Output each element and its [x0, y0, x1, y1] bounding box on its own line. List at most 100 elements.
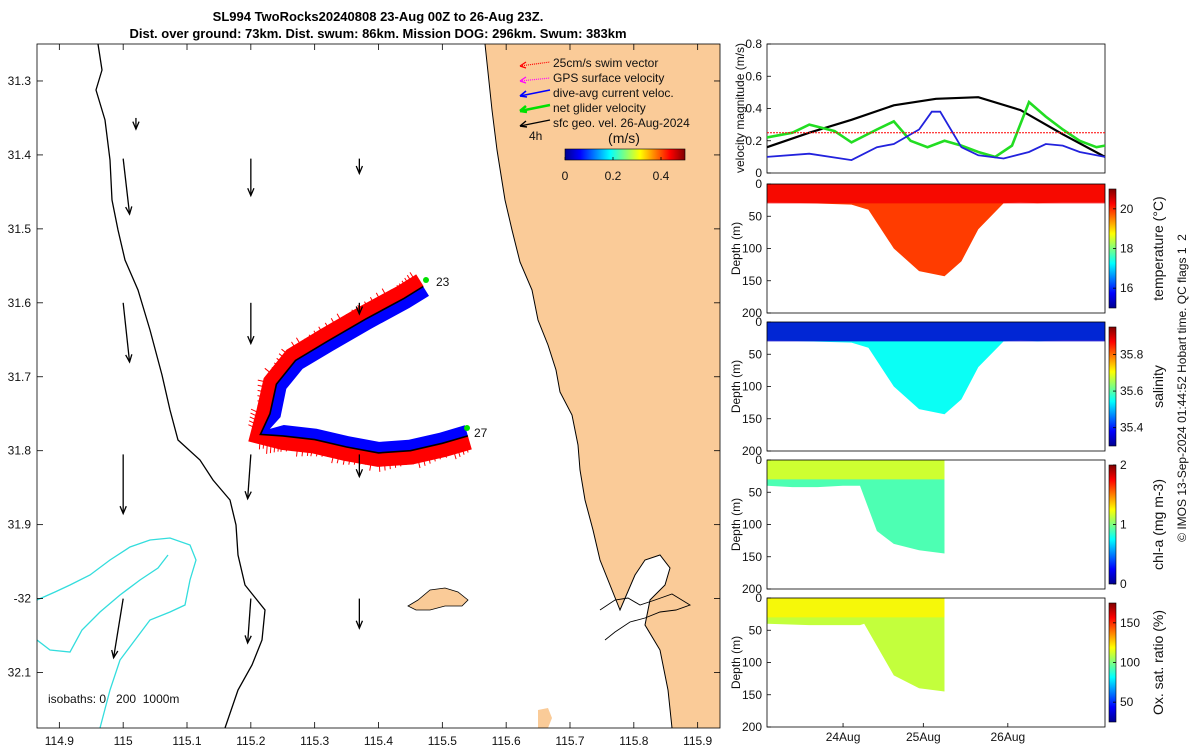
legend-label-geo: sfc geo. vel. 26-Aug-2024 — [553, 116, 690, 130]
section-upper-layer — [767, 184, 1105, 204]
velocity-y-tick-label: 0.2 — [745, 134, 762, 148]
section-y-tick-label: 200 — [742, 444, 762, 458]
geo-vector-head — [132, 121, 140, 131]
land-mainland — [485, 44, 720, 728]
section-y-tick-label: 200 — [742, 582, 762, 596]
section-y-tick-label: 200 — [742, 306, 762, 320]
geo-vector — [122, 158, 131, 215]
legend-swatch-net — [519, 103, 551, 113]
section-panel: 0 50 100 150 200 Depth (m) 35.4 35.6 35.8 salinit… — [729, 315, 1166, 458]
geo-vector-head — [244, 635, 252, 645]
track-end-marker — [464, 425, 470, 431]
section-upper-layer — [767, 460, 945, 480]
imos-credit: © IMOS 13-Sep-2024 01:44:52 Hobart time.… — [1175, 234, 1189, 542]
island-outline — [407, 587, 469, 611]
map-x-tick-label: 115 — [114, 734, 133, 748]
section-fill — [767, 184, 1105, 277]
isobath-200m — [95, 44, 266, 728]
glider-track — [259, 285, 469, 454]
section-x-tick-label: 26Aug — [990, 730, 1025, 744]
speed-scale-title: (m/s) — [608, 130, 640, 146]
legend-arrowhead-current — [519, 90, 528, 98]
legend-label-gps: GPS surface velocity — [553, 71, 664, 85]
velocity-series — [767, 96, 1105, 162]
section-y-tick-label: 100 — [742, 242, 762, 256]
map-x-tick-label: 115.6 — [492, 734, 521, 748]
map-y-tick-label: 31.7 — [8, 370, 32, 384]
section-colorbar-label: temperature (°C) — [1150, 196, 1166, 300]
colorbar-tick-label: 1 — [1120, 518, 1127, 532]
section-y-tick-label: 150 — [742, 412, 762, 426]
geo-vector-head — [119, 505, 127, 516]
map-subtitle: Dist. over ground: 73km. Dist. swum: 86k… — [129, 26, 626, 41]
velocity-y-axis: 0 0.2 0.4 0.6 0.8 — [745, 37, 771, 180]
geo-vector-head — [244, 490, 252, 501]
map-title: SL994 TwoRocks20240808 23-Aug 00Z to 26-… — [213, 9, 544, 24]
estuary-outline — [599, 593, 692, 641]
colorbar-tick-label: 2 — [1120, 458, 1127, 472]
section-ylabel: Depth (m) — [729, 222, 743, 275]
velocity-panel: 0 0.2 0.4 0.6 0.8 velocity magnitude (m/s) — [733, 37, 1106, 180]
section-y-tick-label: 0 — [755, 177, 762, 191]
section-y-tick-label: 150 — [742, 688, 762, 702]
section-fill — [767, 322, 1105, 415]
map-y-tick-label: 31.5 — [8, 222, 32, 236]
map-panel: 23 27 isobaths: 0 200 1000m 114.9 115 115.… — [8, 43, 721, 748]
geo-vector-field — [111, 117, 364, 660]
colorbar-tick-label: 150 — [1120, 616, 1140, 630]
geo-vector-head — [247, 335, 255, 346]
velocity-y-tick-label: 0.8 — [745, 37, 762, 51]
section-x-tick-label: 24Aug — [826, 730, 861, 744]
speed-tick-label: 0.2 — [605, 169, 622, 183]
speed-colorbar-ticks: 0 0.2 0.4 — [562, 157, 670, 183]
colorbar-tick-label: 50 — [1120, 695, 1134, 709]
legend-arrowhead-geo — [519, 120, 528, 128]
legend-arrowhead-swim — [519, 61, 527, 69]
geo-vector-head — [355, 306, 364, 316]
geo-vector — [246, 598, 252, 644]
track-label-27: 27 — [474, 426, 488, 440]
velocity-y-tick-label: 0 — [755, 166, 762, 180]
legend-swatch-current — [519, 89, 551, 97]
map-x-tick-label: 115.7 — [555, 734, 584, 748]
section-colorbar-label: salinity — [1150, 365, 1166, 408]
land-island-small — [538, 708, 552, 728]
section-y-tick-label: 0 — [755, 315, 762, 329]
geo-vector-head — [355, 165, 364, 176]
section-y-tick-label: 0 — [755, 453, 762, 467]
legend-arrowhead-gps — [519, 76, 527, 84]
geo-vector-head — [125, 354, 133, 364]
map-y-tick-label: 31.4 — [8, 148, 32, 162]
section-upper-layer — [767, 598, 945, 618]
map-x-tick-label: 115.1 — [172, 734, 201, 748]
colorbar-tick-label: 35.6 — [1120, 384, 1144, 398]
section-y-tick-label: 50 — [749, 485, 763, 499]
section-y-tick-label: 150 — [742, 550, 762, 564]
map-x-tick-label: 115.4 — [364, 734, 393, 748]
legend-label-current: dive-avg current veloc. — [553, 86, 674, 100]
section-panel: 0 50 100 150 200 Depth (m) 50 100 150 Ox. sat. ra… — [729, 591, 1166, 744]
track-label-23: 23 — [436, 275, 450, 289]
section-y-tick-label: 100 — [742, 656, 762, 670]
velocity-y-tick-label: 0.4 — [745, 102, 762, 116]
map-y-tick-label: 31.6 — [8, 296, 32, 310]
colorbar-tick-label: 16 — [1120, 281, 1134, 295]
map-y-tick-label: 31.8 — [8, 444, 32, 458]
colorbar-tick-label: 0 — [1120, 577, 1127, 591]
section-panel: 0 50 100 150 200 Depth (m) 0 1 2 chl-a (mg m-3) — [729, 453, 1166, 596]
legend-swatch-geo — [519, 119, 551, 127]
map-x-tick-label: 115.3 — [300, 734, 329, 748]
speed-colorbar — [564, 148, 686, 161]
section-y-tick-label: 50 — [749, 209, 763, 223]
isobaths-label: isobaths: 0 200 1000m — [48, 692, 179, 706]
section-x-tick-label: 25Aug — [906, 730, 941, 744]
section-y-tick-label: 0 — [755, 591, 762, 605]
section-fill — [767, 598, 945, 692]
section-ylabel: Depth (m) — [729, 498, 743, 551]
velocity-y-tick-label: 0.6 — [745, 69, 762, 83]
section-ylabel: Depth (m) — [729, 636, 743, 689]
colorbar-tick-label: 20 — [1120, 202, 1134, 216]
colorbar-tick-label: 35.8 — [1120, 347, 1144, 361]
coast-outline — [484, 44, 673, 728]
